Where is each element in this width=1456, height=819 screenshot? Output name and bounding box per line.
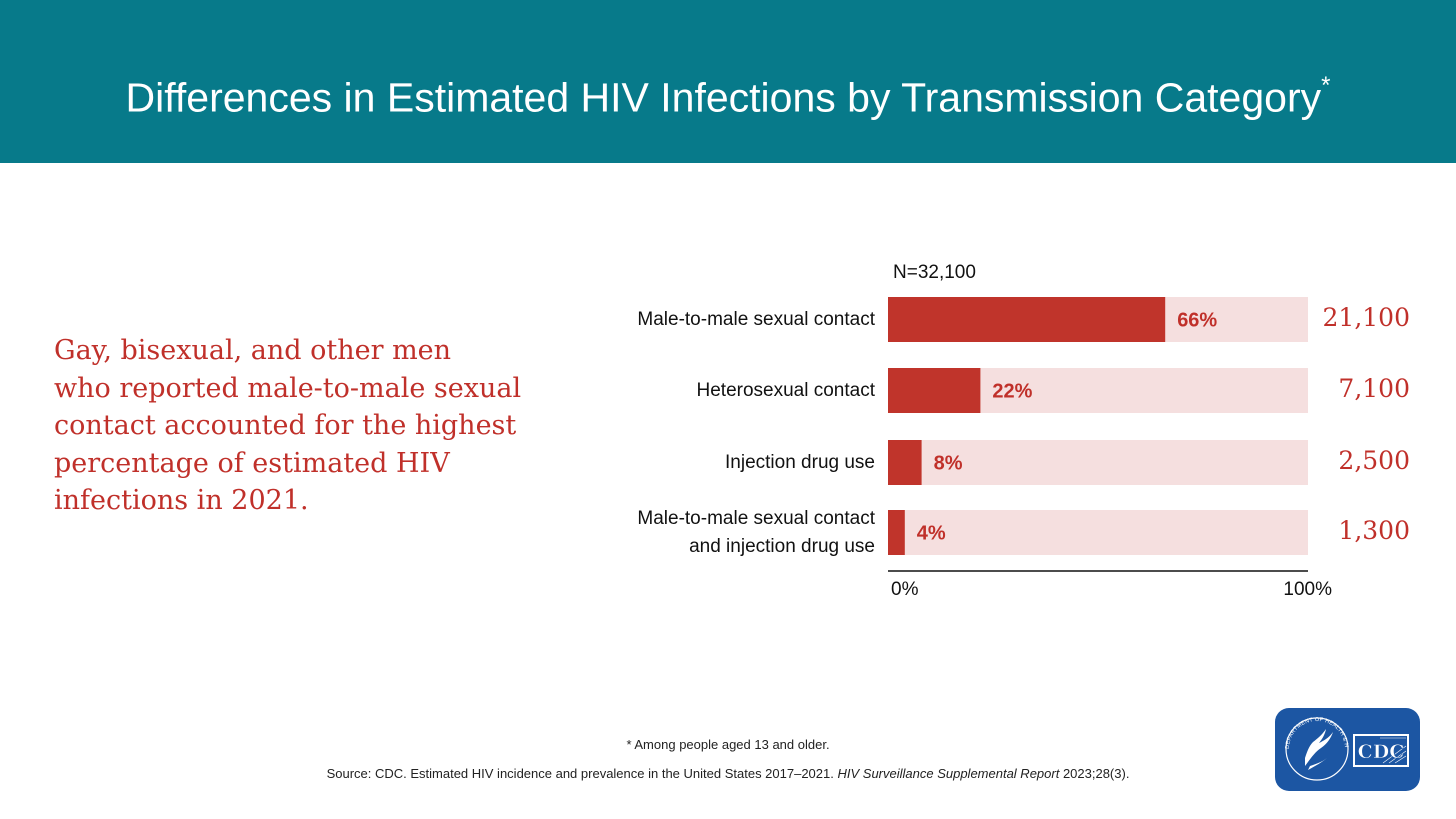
key-finding-line: percentage of estimated HIV xyxy=(54,447,450,479)
bar xyxy=(888,368,981,413)
infection-count: 21,100 xyxy=(1322,302,1410,332)
bar xyxy=(888,297,1166,342)
svg-text:DEPARTMENT OF HEALTH & HUMAN S: DEPARTMENT OF HEALTH & HUMAN SERVICES US… xyxy=(1275,708,1349,749)
cdc-logo-svg: DEPARTMENT OF HEALTH & HUMAN SERVICES US… xyxy=(1273,704,1409,781)
cdc-wordmark: CDC xyxy=(1353,734,1409,767)
hhs-seal-icon: DEPARTMENT OF HEALTH & HUMAN SERVICES US… xyxy=(1273,704,1349,781)
bar xyxy=(888,510,905,555)
source-citation: Source: CDC. Estimated HIV incidence and… xyxy=(0,766,1456,781)
category-label: Male-to-male sexual contact and injection… xyxy=(637,505,875,561)
category-label-line: Heterosexual contact xyxy=(696,379,876,401)
transmission-bar-chart: N=32,100 66% 22% 8% 4% 0% 100% Male-to-male s… xyxy=(560,250,1410,610)
key-finding-text: Gay, bisexual, and other men who reporte… xyxy=(54,332,554,520)
bar-track xyxy=(888,510,1308,555)
page-title-text: Differences in Estimated HIV Infections … xyxy=(125,74,1322,121)
bar-value-label: 66% xyxy=(1177,310,1217,332)
cdc-logo: DEPARTMENT OF HEALTH & HUMAN SERVICES US… xyxy=(1273,704,1420,791)
infection-count: 1,300 xyxy=(1338,515,1410,545)
source-journal: HIV Surveillance Supplemental Report xyxy=(837,766,1060,781)
category-label-line: Male-to-male sexual contact xyxy=(637,308,875,330)
category-label-line: Male-to-male sexual contact xyxy=(637,507,875,529)
x-tick-label: 100% xyxy=(1283,579,1332,600)
category-label: Heterosexual contact xyxy=(697,377,876,405)
bar-value-label: 8% xyxy=(934,453,963,475)
page-title: Differences in Estimated HIV Infections … xyxy=(0,62,1456,126)
infection-count: 2,500 xyxy=(1338,445,1410,475)
bar-chart-svg: 66% 22% 8% 4% 0% 100% xyxy=(888,297,1332,600)
bar xyxy=(888,440,922,485)
category-label-line: Injection drug use xyxy=(725,451,875,473)
x-tick-label: 0% xyxy=(891,579,919,600)
bar-value-label: 22% xyxy=(992,381,1032,403)
category-label: Male-to-male sexual contact xyxy=(637,306,875,334)
svg-text:CDC: CDC xyxy=(1358,741,1405,763)
title-footnote-mark: * xyxy=(1321,72,1331,99)
title-banner: Differences in Estimated HIV Infections … xyxy=(0,0,1456,163)
key-finding-line: infections in 2021. xyxy=(54,485,309,516)
footnote: * Among people aged 13 and older. xyxy=(626,737,830,752)
bar-value-label: 4% xyxy=(917,523,946,545)
source-issue: 2023;28(3). xyxy=(1059,766,1130,781)
key-finding-line: who reported male-to-male sexual xyxy=(54,372,522,404)
category-label-line: and injection drug use xyxy=(689,535,875,557)
category-label: Injection drug use xyxy=(725,449,875,477)
bar-track xyxy=(888,440,1308,485)
infection-count: 7,100 xyxy=(1338,373,1410,403)
key-finding-line: contact accounted for the highest xyxy=(54,410,517,441)
key-finding-line: Gay, bisexual, and other men xyxy=(54,335,452,366)
sample-size-label: N=32,100 xyxy=(893,262,976,283)
source-text: Source: CDC. Estimated HIV incidence and… xyxy=(326,766,838,781)
